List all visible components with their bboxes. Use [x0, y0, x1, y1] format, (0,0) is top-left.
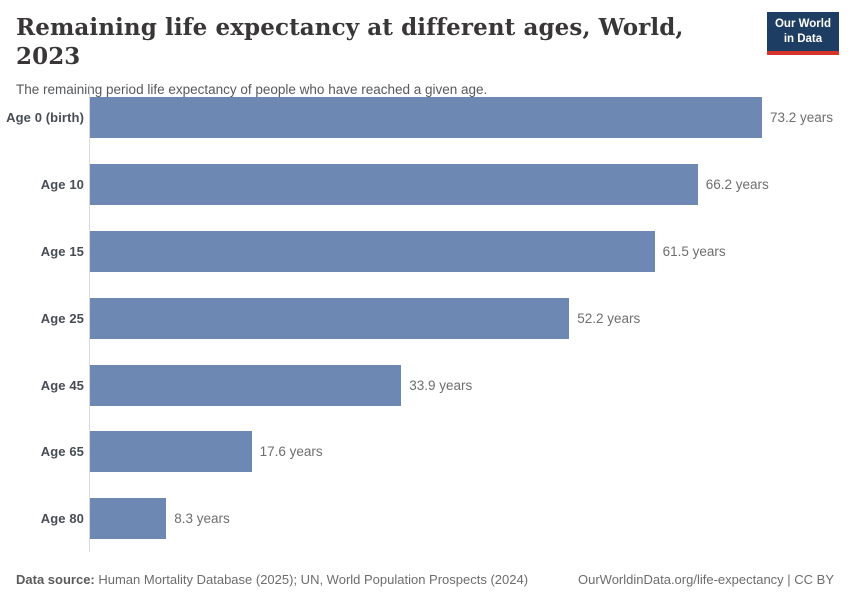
bar-row: Age 80 8.3 years	[0, 485, 834, 553]
value-label: 52.2 years	[577, 310, 641, 326]
owid-logo-line2: in Data	[783, 32, 823, 45]
bar-zone: 61.5 years	[89, 217, 834, 285]
value-label: 73.2 years	[769, 109, 834, 125]
bar-zone: 52.2 years	[89, 284, 834, 352]
category-label: Age 25	[40, 310, 84, 326]
value-label: 61.5 years	[662, 243, 726, 259]
chart-footer: Data source: Human Mortality Database (2…	[16, 572, 834, 587]
bar-zone: 73.2 years	[89, 84, 834, 151]
bar[interactable]	[90, 96, 762, 138]
bar-row: Age 25 52.2 years	[0, 284, 834, 352]
category-label: Age 0 (birth)	[6, 109, 84, 125]
value-label: 17.6 years	[259, 444, 323, 460]
attribution-link[interactable]: OurWorldinData.org/life-expectancy | CC …	[577, 572, 834, 587]
owid-logo[interactable]: Our World in Data	[766, 12, 839, 55]
data-source-label: Data source:	[16, 572, 95, 587]
bar[interactable]	[90, 163, 698, 205]
page-title: Remaining life expectancy at different a…	[16, 14, 684, 70]
bar-zone: 8.3 years	[89, 485, 834, 553]
value-label: 8.3 years	[174, 511, 230, 527]
value-label: 33.9 years	[409, 377, 473, 393]
bar-row: Age 45 33.9 years	[0, 351, 834, 419]
bar-zone: 17.6 years	[89, 418, 834, 486]
bar-chart: Age 0 (birth) 73.2 years Age 10 66.2 years A…	[0, 84, 834, 553]
category-label: Age 10	[40, 176, 84, 192]
chart-header: Remaining life expectancy at different a…	[16, 14, 754, 98]
page-subtitle: The remaining period life expectancy of …	[16, 81, 488, 97]
data-source-note: Data source: Human Mortality Database (2…	[16, 572, 528, 587]
bar[interactable]	[90, 230, 655, 272]
bar[interactable]	[90, 364, 402, 406]
bar[interactable]	[90, 498, 167, 540]
bar-zone: 33.9 years	[89, 351, 834, 419]
category-label: Age 80	[40, 511, 84, 527]
data-source-text: Human Mortality Database (2025); UN, Wor…	[94, 572, 529, 587]
bar[interactable]	[90, 297, 570, 339]
bar-row: Age 15 61.5 years	[0, 217, 834, 285]
category-label: Age 15	[40, 243, 84, 259]
bar-row: Age 10 66.2 years	[0, 150, 834, 218]
bar-zone: 66.2 years	[89, 150, 834, 218]
value-label: 66.2 years	[705, 176, 769, 192]
bar[interactable]	[90, 431, 252, 473]
category-label: Age 65	[40, 444, 84, 460]
category-label: Age 45	[40, 377, 84, 393]
owid-logo-line1: Our World	[774, 18, 831, 30]
bar-row: Age 0 (birth) 73.2 years	[0, 84, 834, 151]
bar-row: Age 65 17.6 years	[0, 418, 834, 486]
